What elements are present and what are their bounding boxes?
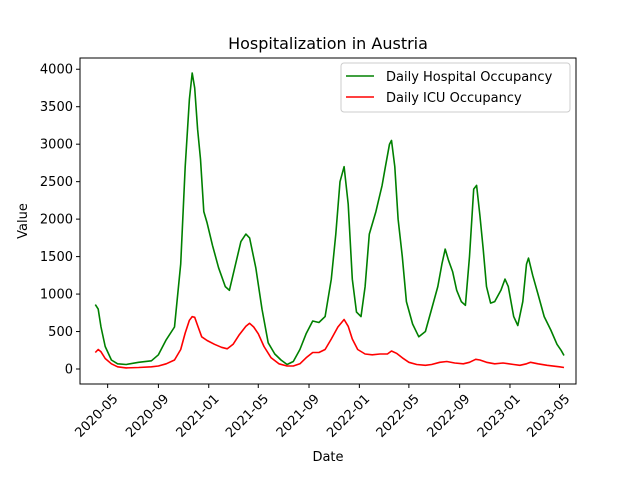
y-tick-label-3: 1500	[40, 250, 73, 265]
legend-label-icu: Daily ICU Occupancy	[386, 91, 522, 106]
series-layer	[94, 72, 565, 369]
legend-label-hospital: Daily Hospital Occupancy	[386, 70, 553, 85]
y-tick-label-5: 2500	[40, 175, 73, 190]
chart-title: Hospitalization in Austria	[228, 34, 428, 53]
y-tick-label-8: 4000	[40, 63, 73, 78]
y-tick-label-2: 1000	[40, 288, 73, 303]
legend-box	[340, 62, 571, 113]
legend: Daily Hospital Occupancy Daily ICU Occup…	[340, 62, 571, 113]
series-line-0	[94, 72, 565, 366]
plot-frame	[79, 57, 577, 385]
y-axis: 0 500 1000 1500 2000 2500 3000 3500 4000	[40, 63, 80, 378]
y-tick-label-6: 3000	[40, 138, 73, 153]
series-line-1	[94, 315, 565, 369]
y-tick-label-0: 0	[65, 363, 73, 378]
y-tick-label-1: 500	[48, 325, 73, 340]
y-tick-label-4: 2000	[40, 213, 73, 228]
y-axis-title: Value	[16, 203, 31, 239]
x-axis-title: Date	[312, 450, 343, 465]
y-tick-label-7: 3500	[40, 100, 73, 115]
